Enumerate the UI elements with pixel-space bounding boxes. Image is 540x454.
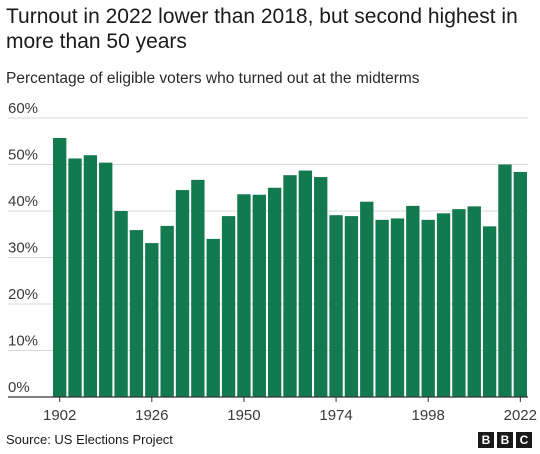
- bar: [252, 194, 266, 397]
- bar: [129, 230, 144, 397]
- bar: [175, 190, 190, 397]
- axes: 0% 10% 20% 30% 40% 50% 60% 1902 1926 1950 1974 1998…: [8, 100, 537, 424]
- y-tick-label: 40%: [8, 193, 38, 210]
- bar: [436, 213, 451, 397]
- logo-letter: C: [516, 432, 532, 448]
- bar: [298, 170, 313, 397]
- bar: [99, 162, 113, 397]
- bar: [406, 205, 420, 397]
- bar: [160, 225, 174, 397]
- x-tick-label: 1902: [43, 407, 76, 424]
- bar: [344, 216, 359, 397]
- bar: [221, 216, 236, 397]
- bar: [283, 175, 297, 397]
- y-tick-label: 60%: [8, 100, 38, 117]
- bar: [375, 219, 389, 397]
- chart-subtitle: Percentage of eligible voters who turned…: [6, 70, 420, 87]
- y-tick-label: 0%: [8, 379, 30, 396]
- x-tick-label: 2022: [504, 407, 537, 424]
- x-tick-label: 1998: [412, 407, 445, 424]
- bar: [83, 155, 98, 397]
- source-note: Source: US Elections Project: [6, 432, 173, 447]
- x-tick-label: 1950: [227, 407, 260, 424]
- bar: [114, 211, 128, 397]
- logo-letter: B: [478, 432, 494, 448]
- bar: [53, 138, 67, 397]
- bars: [53, 138, 527, 397]
- y-tick-label: 20%: [8, 286, 38, 303]
- bar: [360, 201, 374, 397]
- bar: [145, 243, 159, 397]
- bar: [390, 218, 405, 397]
- bar: [267, 187, 282, 397]
- bar: [498, 164, 512, 397]
- bar: [329, 215, 343, 397]
- bar: [206, 238, 220, 397]
- bar: [191, 179, 205, 397]
- bar: [452, 209, 466, 397]
- bar: [68, 158, 82, 397]
- bar: [237, 194, 251, 397]
- y-tick-label: 30%: [8, 240, 38, 257]
- y-tick-label: 10%: [8, 333, 38, 350]
- bar: [421, 219, 435, 397]
- y-tick-label: 50%: [8, 147, 38, 164]
- bbc-logo: B B C: [478, 432, 532, 448]
- logo-letter: B: [497, 432, 513, 448]
- x-tick-label: 1926: [135, 407, 168, 424]
- bar: [482, 226, 497, 397]
- turnout-bar-chart: 0% 10% 20% 30% 40% 50% 60% 1902 1926 1950 1974 1998…: [8, 100, 537, 424]
- chart-title: Turnout in 2022 lower than 2018, but sec…: [6, 5, 518, 53]
- x-tick-label: 1974: [319, 407, 352, 424]
- bar: [314, 177, 328, 397]
- bar: [513, 171, 527, 397]
- bar: [467, 206, 481, 397]
